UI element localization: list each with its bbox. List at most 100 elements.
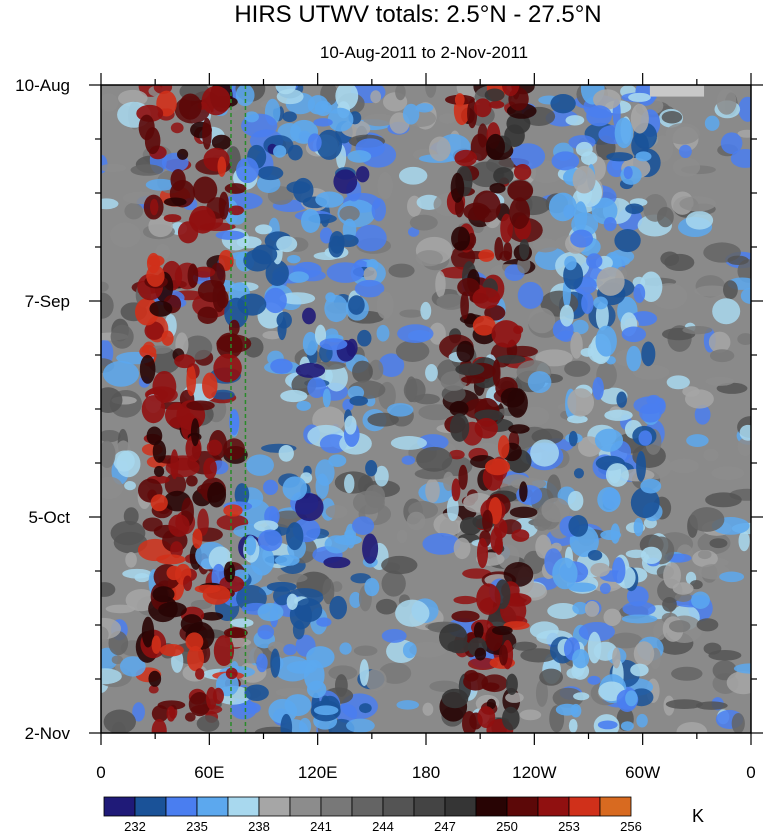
feature-cell-2	[457, 277, 480, 297]
field-cell	[453, 595, 478, 605]
colorbar-swatch	[320, 796, 353, 817]
feature-cell-2	[482, 509, 493, 533]
field-cell	[660, 251, 680, 266]
field-cell	[705, 376, 735, 386]
feature-cell-2	[501, 85, 520, 97]
feature-cell-1	[152, 586, 175, 603]
field-cell	[429, 322, 446, 345]
colorbar-swatch	[599, 796, 632, 817]
field-cell	[101, 582, 116, 597]
colorbar-unit: K	[692, 806, 704, 826]
field-cell	[374, 465, 389, 487]
field-cell	[705, 492, 742, 508]
feature-cell-0	[362, 533, 379, 564]
colorbar-swatch	[258, 796, 291, 817]
missing-data-patch	[649, 85, 705, 97]
field-cell	[101, 387, 123, 414]
field-cell	[669, 620, 691, 633]
feature-cell-3	[594, 428, 624, 452]
field-cell	[708, 650, 742, 661]
feature-cell-2	[472, 287, 501, 309]
x-tick-label: 0	[96, 763, 105, 782]
feature-cell-2	[451, 478, 461, 502]
colorbar-swatch	[289, 796, 322, 817]
feature-cell-0	[236, 236, 262, 249]
feature-cell-2	[472, 315, 496, 336]
feature-cell-0	[302, 307, 316, 325]
feature-cell-1	[170, 168, 186, 191]
y-tick-label: 5-Oct	[28, 508, 70, 527]
feature-cell-3	[612, 647, 621, 669]
x-tick-label: 120E	[298, 763, 338, 782]
feature-cell-0	[323, 556, 351, 569]
colorbar-swatch	[196, 796, 229, 817]
field-cell	[279, 292, 316, 305]
colorbar-swatch	[413, 796, 446, 817]
feature-cell-3	[636, 451, 646, 482]
field-cell	[402, 641, 417, 659]
field-cell	[738, 530, 750, 552]
colorbar-label: 241	[310, 819, 332, 834]
feature-cell-2	[484, 304, 506, 321]
field-cell	[663, 562, 682, 589]
feature-cell-2	[508, 424, 530, 434]
feature-cell-3	[552, 557, 578, 590]
feature-cell-1	[147, 255, 165, 267]
feature-cell-3	[620, 721, 634, 731]
field-cell	[102, 360, 140, 387]
feature-cell-3	[626, 345, 642, 372]
field-cell	[124, 480, 136, 491]
field-cell	[739, 424, 751, 441]
feature-cell-1	[187, 645, 205, 672]
feature-cell-1	[163, 214, 182, 223]
field-cell	[401, 455, 416, 465]
colorbar-label: 232	[124, 819, 146, 834]
field-cell	[720, 132, 743, 154]
field-cell	[443, 471, 455, 491]
field-cell	[632, 364, 670, 380]
feature-cell-2	[505, 673, 518, 695]
feature-cell-2	[500, 213, 513, 243]
feature-cell-2	[519, 481, 528, 502]
feature-cell-0	[292, 177, 314, 203]
feature-cell-2	[450, 172, 465, 203]
field-cell	[737, 129, 751, 138]
field-cell	[636, 713, 648, 728]
feature-cell-1	[149, 300, 173, 317]
feature-cell-1	[170, 449, 179, 480]
field-cell	[415, 250, 443, 267]
field-cell	[134, 573, 150, 583]
feature-cell-1	[206, 686, 217, 710]
field-cell	[578, 621, 615, 642]
feature-cell-2	[462, 711, 477, 733]
field-cell	[694, 285, 731, 297]
field-cell	[711, 466, 745, 481]
field-cell	[726, 670, 751, 695]
feature-cell-2	[473, 98, 492, 118]
feature-cell-2	[454, 149, 478, 167]
feature-cell-0	[328, 454, 347, 467]
feature-cell-0	[300, 208, 321, 233]
feature-cell-0	[316, 617, 332, 627]
feature-cell-2	[449, 413, 470, 442]
field-cell	[656, 206, 674, 228]
field-cell	[315, 473, 329, 499]
feature-cell-0	[359, 703, 372, 714]
feature-cell-1	[201, 85, 231, 116]
feature-cell-1	[168, 514, 190, 537]
feature-cell-3	[572, 649, 590, 669]
feature-cell-3	[612, 557, 626, 584]
feature-cell-3	[559, 304, 574, 327]
feature-cell-3	[641, 341, 656, 367]
field-cell	[262, 330, 283, 340]
feature-cell-0	[344, 415, 357, 435]
feature-cell-0	[357, 329, 372, 347]
feature-cell-0	[347, 150, 372, 163]
feature-cell-3	[584, 601, 600, 617]
field-cell	[696, 618, 719, 632]
y-tick-label: 7-Sep	[25, 292, 70, 311]
field-cell	[418, 404, 455, 421]
feature-cell-2	[504, 124, 525, 148]
feature-cell-1	[186, 364, 197, 397]
feature-cell-3	[568, 718, 578, 733]
